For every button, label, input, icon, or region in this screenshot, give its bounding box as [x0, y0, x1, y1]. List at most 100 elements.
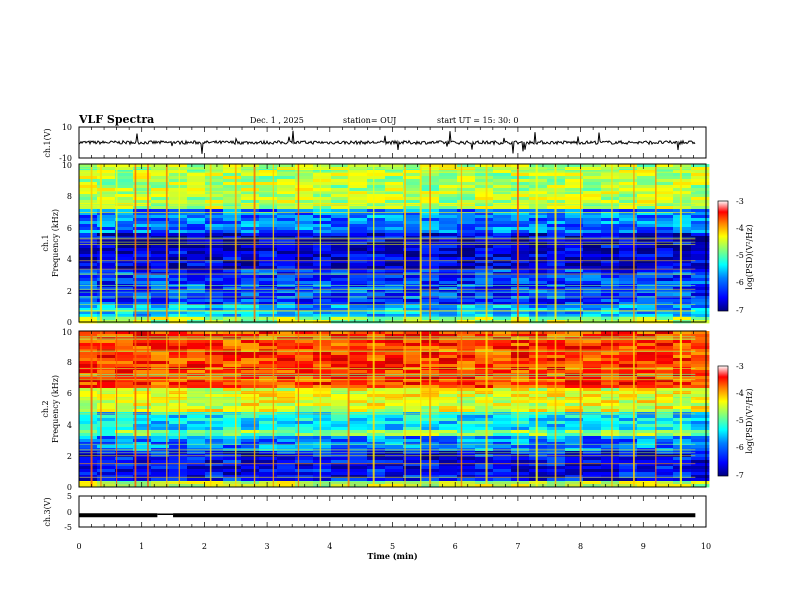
spectrogram-cell [475, 194, 494, 198]
spectrogram-cell [637, 299, 656, 303]
spectrogram-cell [313, 248, 332, 252]
spectrogram-cell [79, 352, 98, 356]
spectrogram-cell [259, 287, 278, 291]
spectrogram-cell [97, 167, 116, 171]
spectrogram-cell [565, 436, 584, 440]
spectrogram-cell [277, 418, 296, 422]
spectrogram-cell [223, 424, 242, 428]
spectrogram-cell [637, 391, 656, 395]
spectrogram-cell [601, 406, 620, 410]
spectrogram-cell [367, 212, 386, 216]
spectrogram-cell [367, 296, 386, 300]
spectrogram-cell [655, 224, 674, 228]
spectrogram-cell [619, 215, 638, 219]
spectrogram-cell [97, 415, 116, 419]
spectrogram-cell [529, 475, 548, 479]
spectrogram-cell [601, 191, 620, 195]
spectrogram-cell [565, 173, 584, 177]
spectrogram-cell [79, 191, 98, 195]
spectrogram-cell [583, 185, 602, 189]
spectrogram-cell [115, 484, 134, 488]
spectrogram-cell [565, 221, 584, 225]
spectrogram-cell [169, 400, 188, 404]
spectrogram-cell [187, 358, 206, 362]
spectrogram-cell [295, 215, 314, 219]
spectrogram-cell [439, 337, 458, 341]
spectrogram-cell [187, 167, 206, 171]
spectrogram-cell [259, 230, 278, 234]
spectrogram-cell [637, 388, 656, 392]
spectrogram-cell [151, 308, 170, 312]
spectrogram-cell [151, 403, 170, 407]
spectrogram-cell [529, 418, 548, 422]
spectrogram-cell [583, 406, 602, 410]
spectrogram-cell [79, 466, 98, 470]
spectrogram-cell [115, 299, 134, 303]
spectrogram-cell [583, 167, 602, 171]
ch1-ytick-10: 10 [62, 123, 72, 132]
spectrogram-cell [601, 478, 620, 482]
spectrogram-cell [637, 263, 656, 267]
spectrogram-cell [637, 305, 656, 309]
spectrogram-cell [475, 224, 494, 228]
spectrogram-cell [259, 343, 278, 347]
spectrogram-cell [187, 206, 206, 210]
spectrogram-cell [97, 442, 116, 446]
spectrogram-cell [313, 242, 332, 246]
spectrogram-cell [475, 245, 494, 249]
spectrogram-cell [115, 463, 134, 467]
spectrogram-cell [385, 391, 404, 395]
spectrogram-cell [223, 188, 242, 192]
spectrogram-cell [691, 245, 710, 249]
spectrogram-cell [97, 349, 116, 353]
spectrogram-cell [205, 245, 224, 249]
spectrogram-cell [475, 164, 494, 168]
spectrogram-cell [637, 191, 656, 195]
spectrogram-cell [367, 233, 386, 237]
spectrogram-cell [115, 221, 134, 225]
spectrogram-cell [97, 197, 116, 201]
spectrogram-cell [601, 302, 620, 306]
spectrogram-cell [79, 263, 98, 267]
spectrogram-cell [529, 406, 548, 410]
spectrogram-cell [511, 299, 530, 303]
spectrogram-cell [691, 233, 710, 237]
spectrogram-cell [259, 293, 278, 297]
spectrogram-cell [259, 197, 278, 201]
spectrogram-cell [205, 227, 224, 231]
spectrogram-cell [79, 391, 98, 395]
spectrogram-cell [619, 355, 638, 359]
spectrogram-cell [619, 269, 638, 273]
spectrogram-cell [619, 331, 638, 335]
spectrogram-cell [511, 242, 530, 246]
spectrogram-cell [439, 302, 458, 306]
spectrogram-cell [673, 254, 692, 258]
spectrogram-cell [403, 281, 422, 285]
spectrogram-cell [313, 388, 332, 392]
spectrogram-cell [673, 281, 692, 285]
spectrogram-cell [151, 182, 170, 186]
spectrogram-cell [601, 382, 620, 386]
spectrogram-cell [241, 242, 260, 246]
spectrogram-cell [313, 188, 332, 192]
spectrogram-cell [655, 355, 674, 359]
spectrogram-cell [205, 257, 224, 261]
spectrogram-cell [151, 197, 170, 201]
spectrogram-cell [565, 254, 584, 258]
spectrogram-cell [673, 334, 692, 338]
spectrogram-cell [583, 469, 602, 473]
spectrogram-cell [151, 406, 170, 410]
spectrogram-cell [295, 442, 314, 446]
spectrogram-cell [601, 170, 620, 174]
spectrogram-cell [349, 466, 368, 470]
spectrogram-cell [655, 287, 674, 291]
spectrogram-cell [529, 430, 548, 434]
spectrogram-cell [511, 275, 530, 279]
spectrogram-cell [583, 212, 602, 216]
spectrogram-cell [691, 236, 710, 240]
spectrogram-cell [151, 254, 170, 258]
spectrogram-cell [403, 400, 422, 404]
spectrogram-cell [97, 206, 116, 210]
spectrogram-cell [223, 233, 242, 237]
spectrogram-cell [277, 245, 296, 249]
